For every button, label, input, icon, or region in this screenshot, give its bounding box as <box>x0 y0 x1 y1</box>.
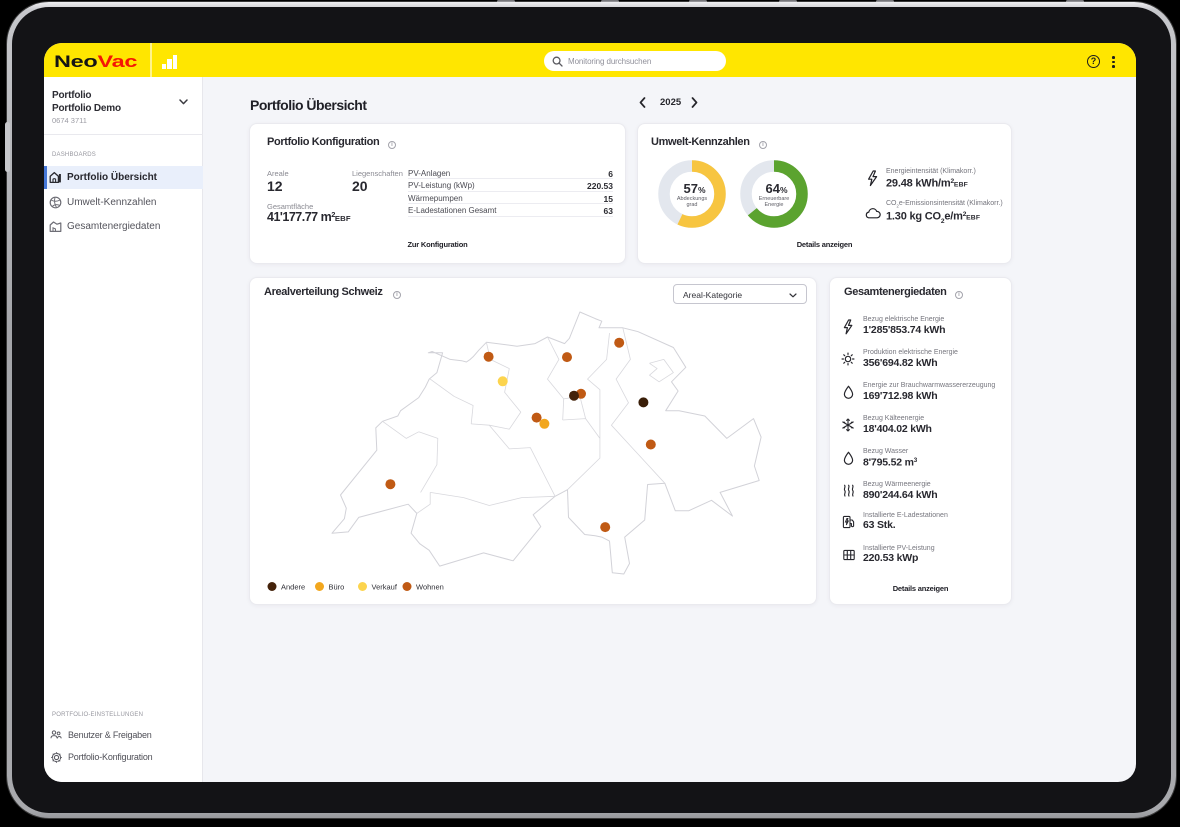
svg-text:Büro: Büro <box>329 583 345 592</box>
svg-text:Andere: Andere <box>281 583 305 592</box>
svg-text:Wohnen: Wohnen <box>416 583 444 592</box>
svg-text:Verkauf: Verkauf <box>372 583 398 592</box>
